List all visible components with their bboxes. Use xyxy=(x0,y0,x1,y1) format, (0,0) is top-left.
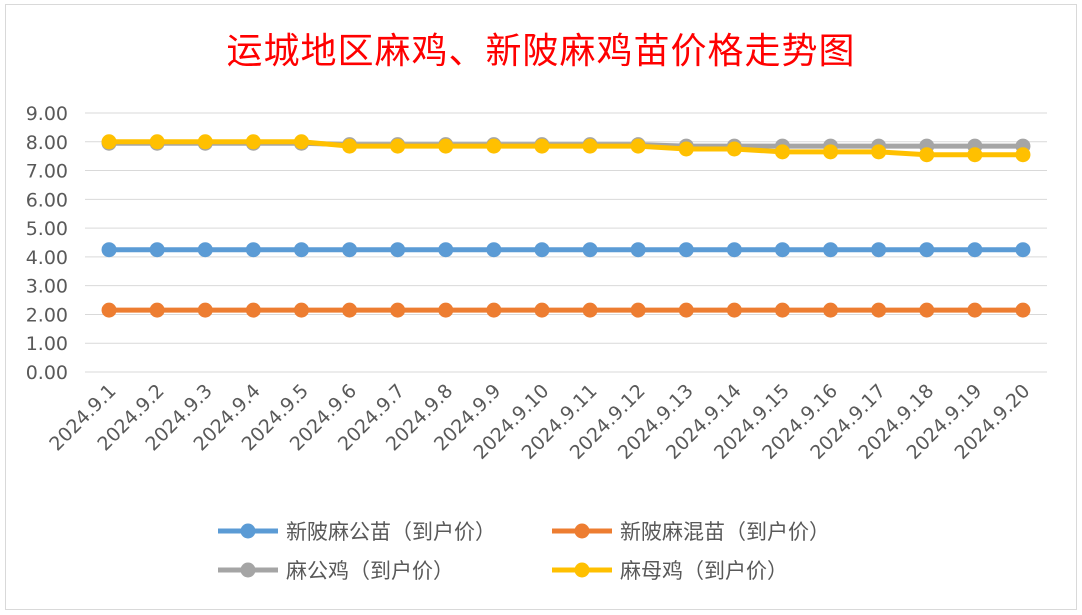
data-point xyxy=(726,141,742,157)
data-point xyxy=(197,134,213,150)
y-tick-label: 2.00 xyxy=(26,304,68,326)
data-point xyxy=(919,242,935,258)
gridlines xyxy=(85,112,1047,373)
y-tick-label: 3.00 xyxy=(26,276,68,298)
data-point xyxy=(245,302,261,318)
legend: 新陂麻公苗（到户价） 新陂麻混苗（到户价） 麻公鸡（到户价） 麻母鸡（到户价） xyxy=(218,520,830,583)
data-point xyxy=(726,302,742,318)
data-point xyxy=(919,147,935,163)
data-point xyxy=(823,242,839,258)
data-point xyxy=(871,144,887,160)
y-tick-label: 9.00 xyxy=(26,103,68,125)
data-point xyxy=(678,302,694,318)
data-point xyxy=(967,147,983,163)
data-point xyxy=(101,302,117,318)
data-point xyxy=(149,302,165,318)
data-point xyxy=(630,138,646,154)
data-point xyxy=(486,138,502,154)
data-point xyxy=(149,134,165,150)
legend-marker xyxy=(574,523,590,539)
data-point xyxy=(1015,242,1031,258)
data-point xyxy=(774,242,790,258)
data-point xyxy=(678,242,694,258)
data-point xyxy=(534,302,550,318)
series-line xyxy=(109,139,1023,158)
legend-label: 新陂麻混苗（到户价） xyxy=(620,520,830,544)
data-point xyxy=(678,141,694,157)
data-point xyxy=(197,302,213,318)
data-point xyxy=(774,144,790,160)
data-point xyxy=(582,302,598,318)
data-point xyxy=(871,302,887,318)
legend-label: 新陂麻公苗（到户价） xyxy=(286,520,496,544)
data-point xyxy=(630,242,646,258)
data-point xyxy=(486,242,502,258)
data-point xyxy=(390,302,406,318)
data-point xyxy=(149,242,165,258)
series-1 xyxy=(101,302,1031,318)
y-tick-label: 4.00 xyxy=(26,247,68,269)
data-point xyxy=(534,138,550,154)
chart-title: 运城地区麻鸡、新陂麻鸡苗价格走势图 xyxy=(226,31,856,72)
data-point xyxy=(390,138,406,154)
y-axis-ticks: 0.00 1.00 2.00 3.00 4.00 5.00 6.00 7.00 8.00 9.00 xyxy=(26,103,68,384)
y-tick-label: 6.00 xyxy=(26,189,68,211)
data-point xyxy=(293,134,309,150)
legend-marker xyxy=(240,523,256,539)
data-point xyxy=(967,242,983,258)
legend-label: 麻母鸡（到户价） xyxy=(620,559,788,583)
y-tick-label: 5.00 xyxy=(26,218,68,240)
data-point xyxy=(630,302,646,318)
data-point xyxy=(342,242,358,258)
legend-marker xyxy=(574,562,590,578)
data-point xyxy=(293,242,309,258)
data-point xyxy=(919,302,935,318)
legend-item: 新陂麻公苗（到户价） xyxy=(218,520,496,544)
data-point xyxy=(438,242,454,258)
data-point xyxy=(582,138,598,154)
series-3 xyxy=(101,134,1031,163)
data-point xyxy=(871,242,887,258)
legend-item: 麻公鸡（到户价） xyxy=(218,559,454,583)
series-0 xyxy=(101,242,1031,258)
data-point xyxy=(486,302,502,318)
y-tick-label: 7.00 xyxy=(26,161,68,183)
y-tick-label: 1.00 xyxy=(26,333,68,355)
data-point xyxy=(101,242,117,258)
series-lines xyxy=(101,134,1031,318)
data-point xyxy=(293,302,309,318)
data-point xyxy=(390,242,406,258)
y-tick-label: 8.00 xyxy=(26,132,68,154)
data-point xyxy=(342,302,358,318)
data-point xyxy=(1015,147,1031,163)
data-point xyxy=(774,302,790,318)
data-point xyxy=(823,144,839,160)
data-point xyxy=(245,134,261,150)
data-point xyxy=(726,242,742,258)
y-tick-label: 0.00 xyxy=(26,362,68,384)
data-point xyxy=(582,242,598,258)
data-point xyxy=(438,138,454,154)
x-axis-ticks: 2024.9.12024.9.22024.9.32024.9.42024.9.5… xyxy=(45,380,1034,464)
data-point xyxy=(245,242,261,258)
data-point xyxy=(534,242,550,258)
data-point xyxy=(967,302,983,318)
legend-label: 麻公鸡（到户价） xyxy=(286,559,454,583)
legend-item: 麻母鸡（到户价） xyxy=(552,559,788,583)
data-point xyxy=(101,134,117,150)
data-point xyxy=(438,302,454,318)
data-point xyxy=(197,242,213,258)
data-point xyxy=(823,302,839,318)
data-point xyxy=(342,138,358,154)
legend-marker xyxy=(240,562,256,578)
legend-item: 新陂麻混苗（到户价） xyxy=(552,520,830,544)
data-point xyxy=(1015,302,1031,318)
